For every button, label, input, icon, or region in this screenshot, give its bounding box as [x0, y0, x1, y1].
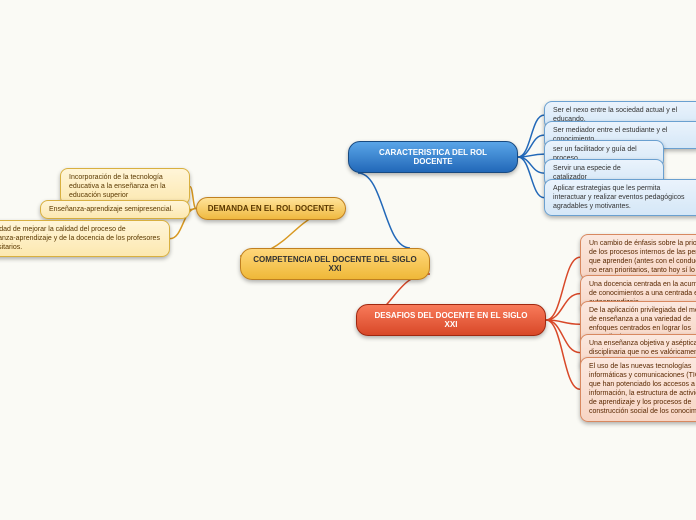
yellow-leaf-1: Enseñanza-aprendizaje semipresencial. [40, 200, 190, 219]
red-leaf-0: Un cambio de énfasis sobre la prioridad … [580, 234, 696, 280]
branch-yellow: DEMANDA EN EL ROL DOCENTE [196, 197, 346, 220]
branch-red: DESAFIOS DEL DOCENTE EN EL SIGLO XXI [356, 304, 546, 336]
branch-blue: CARACTERISTICA DEL ROL DOCENTE [348, 141, 518, 173]
root-node: COMPETENCIA DEL DOCENTE DEL SIGLO XXI [240, 248, 430, 280]
blue-leaf-4: Aplicar estrategias que les permita inte… [544, 179, 696, 216]
red-leaf-4: El uso de las nuevas tecnologías informá… [580, 357, 696, 422]
yellow-leaf-2: necesidad de mejorar la calidad del proc… [0, 220, 170, 257]
